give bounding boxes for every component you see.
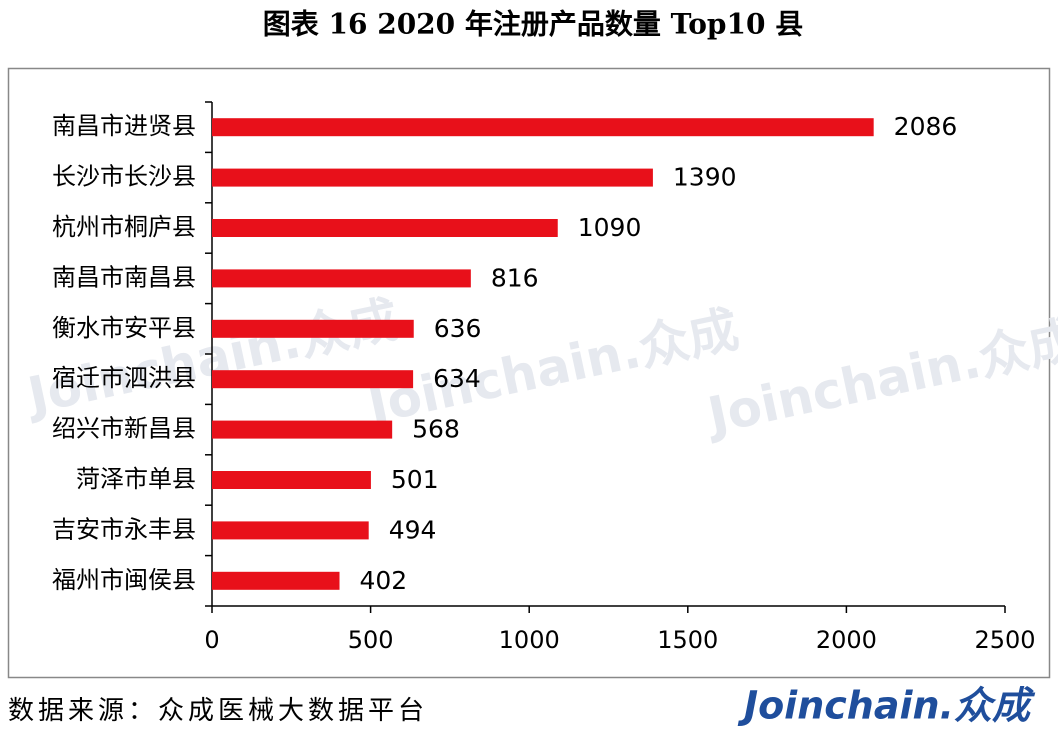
watermark: Joinchain.众成 — [700, 310, 1058, 446]
data-label: 402 — [360, 566, 408, 595]
data-label: 1090 — [578, 213, 642, 242]
x-tick-label: 500 — [348, 626, 394, 654]
bar — [212, 319, 414, 338]
source-note: 数据来源：众成医械大数据平台 — [8, 696, 428, 726]
x-tick-label: 2000 — [816, 626, 877, 654]
data-label: 494 — [389, 515, 437, 544]
y-tick-label: 福州市闽侯县 — [52, 566, 196, 594]
logo: Joinchain.众成 — [737, 684, 1036, 728]
y-tick-label: 长沙市长沙县 — [52, 163, 196, 191]
bar — [212, 168, 653, 187]
bar — [212, 219, 558, 237]
bar — [212, 269, 471, 288]
y-tick-label: 南昌市进贤县 — [52, 112, 196, 140]
y-tick-label: 衡水市安平县 — [52, 314, 196, 342]
data-label: 501 — [391, 465, 439, 494]
data-label: 636 — [434, 314, 482, 343]
data-label: 2086 — [894, 112, 958, 141]
bar — [212, 420, 393, 439]
y-tick-label: 杭州市桐庐县 — [52, 213, 196, 241]
x-tick-label: 0 — [204, 626, 219, 654]
bar — [212, 370, 414, 389]
x-tick-label: 2500 — [974, 626, 1035, 654]
data-label: 634 — [433, 364, 481, 393]
y-tick-label: 绍兴市新昌县 — [52, 415, 196, 443]
y-tick-label: 宿迁市泗洪县 — [52, 364, 196, 392]
data-label: 1390 — [673, 163, 737, 192]
bar — [212, 471, 371, 489]
data-label: 568 — [412, 415, 460, 444]
chart-frame — [7, 67, 1051, 679]
y-tick-label: 吉安市永丰县 — [52, 515, 196, 543]
bar — [212, 571, 340, 590]
data-label: 816 — [491, 263, 539, 292]
bar — [212, 118, 874, 137]
y-tick-label: 南昌市南昌县 — [52, 263, 196, 291]
x-tick-label: 1000 — [499, 626, 560, 654]
y-tick-label: 菏泽市单县 — [76, 465, 196, 493]
chart-title: 图表 16 2020 年注册产品数量 Top10 县 — [263, 8, 803, 41]
bar — [212, 521, 369, 540]
x-tick-label: 1500 — [657, 626, 718, 654]
